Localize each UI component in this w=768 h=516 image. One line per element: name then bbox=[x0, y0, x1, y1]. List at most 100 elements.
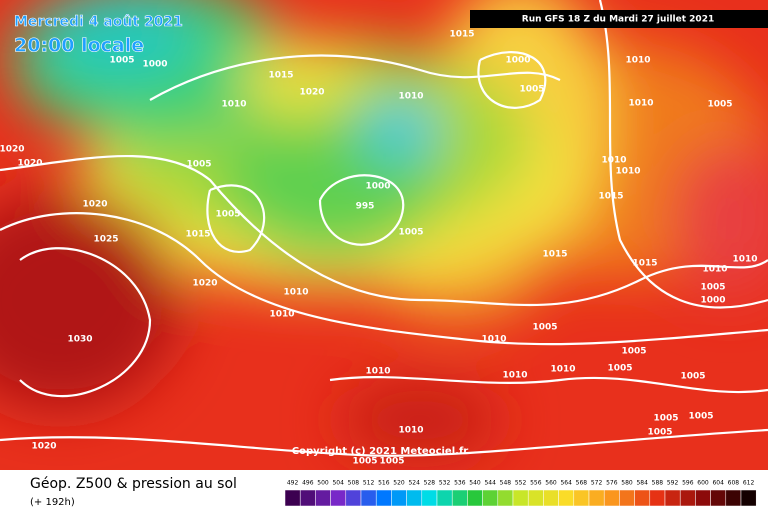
scale-label: 608 bbox=[728, 480, 740, 487]
isobars bbox=[0, 0, 768, 457]
isobar-label: 1010 bbox=[601, 156, 626, 166]
isobar-label: 1005 bbox=[700, 283, 725, 293]
scale-cell bbox=[284, 489, 301, 507]
scale-label: 532 bbox=[439, 480, 451, 487]
isobar-label: 1025 bbox=[93, 235, 118, 245]
scale-cell bbox=[406, 489, 423, 507]
field bbox=[0, 0, 768, 470]
scale-cell bbox=[543, 489, 559, 507]
isobar-label: 1005 bbox=[532, 323, 557, 333]
isobar-label: 1005 bbox=[379, 457, 404, 467]
scale-cell bbox=[451, 489, 468, 507]
isobar-label: 1010 bbox=[702, 265, 727, 275]
isobar-label: 1015 bbox=[542, 250, 567, 260]
scale-cell bbox=[740, 489, 757, 507]
isobar-label: 1005 bbox=[621, 347, 646, 357]
isobar-label: 1005 bbox=[352, 457, 377, 467]
scale-label: 544 bbox=[484, 480, 496, 487]
scale-cell bbox=[664, 489, 681, 507]
isobar-label: 1010 bbox=[550, 365, 575, 375]
isobar-label: 1015 bbox=[632, 259, 657, 269]
isobar-label: 1010 bbox=[365, 367, 390, 377]
scale-label: 508 bbox=[348, 480, 360, 487]
isobar-label: 1020 bbox=[192, 279, 217, 289]
scale-cell bbox=[634, 489, 651, 507]
scale-label: 524 bbox=[408, 480, 420, 487]
scale-label: 512 bbox=[363, 480, 375, 487]
scale-label: 520 bbox=[393, 480, 405, 487]
scale-label: 560 bbox=[545, 480, 557, 487]
isobar-label: 1000 bbox=[365, 182, 390, 192]
scale-label: 592 bbox=[667, 480, 679, 487]
scale-cell bbox=[695, 489, 711, 507]
scale-label: 548 bbox=[500, 480, 512, 487]
valid-date: Mercredi 4 août 2021 bbox=[14, 14, 183, 30]
scale-cell bbox=[725, 489, 742, 507]
isobar-label: 995 bbox=[356, 202, 375, 212]
isobar-label: 1010 bbox=[628, 99, 653, 109]
scale-cell bbox=[588, 489, 605, 507]
scale-cell bbox=[679, 489, 696, 507]
scale-label: 588 bbox=[652, 480, 664, 487]
isobar-label: 1020 bbox=[82, 200, 107, 210]
isobar-label: 1020 bbox=[31, 442, 56, 452]
isobar-label: 1005 bbox=[398, 228, 423, 238]
isobar-label: 1010 bbox=[283, 288, 308, 298]
scale-cell bbox=[299, 489, 316, 507]
valid-time: 20:00 locale bbox=[14, 35, 144, 57]
scale-label: 540 bbox=[469, 480, 481, 487]
isobar-label: 1005 bbox=[647, 428, 672, 438]
run-info: Run GFS 18 Z du Mardi 27 juillet 2021 bbox=[522, 15, 714, 25]
scale-label: 492 bbox=[287, 480, 299, 487]
run-banner bbox=[470, 10, 768, 28]
isobar-label: 1020 bbox=[0, 145, 25, 155]
scale-label: 584 bbox=[636, 480, 648, 487]
forecast-lead: (+ 192h) bbox=[30, 497, 75, 508]
scale-cell bbox=[558, 489, 575, 507]
scale-cell bbox=[649, 489, 666, 507]
scale-cell bbox=[527, 489, 544, 507]
isobar-label: 1010 bbox=[269, 310, 294, 320]
scale-label: 536 bbox=[454, 480, 466, 487]
scale-cell bbox=[497, 489, 514, 507]
isobar-label: 1005 bbox=[215, 210, 240, 220]
scale-cell bbox=[421, 489, 438, 507]
isobar-label: 1015 bbox=[185, 230, 210, 240]
isobar-label: 1015 bbox=[449, 30, 474, 40]
isobar-label: 1030 bbox=[67, 335, 92, 345]
scale-label: 580 bbox=[621, 480, 633, 487]
scale-cell bbox=[573, 489, 590, 507]
isobar-label: 1005 bbox=[519, 85, 544, 95]
scale-cell bbox=[391, 489, 407, 507]
isobar-label: 1010 bbox=[221, 100, 246, 110]
scale-label: 516 bbox=[378, 480, 390, 487]
isobar-label: 1005 bbox=[688, 412, 713, 422]
scale-cell bbox=[436, 489, 453, 507]
footer-title: Géop. Z500 & pression au sol bbox=[30, 476, 237, 492]
scale-label: 568 bbox=[576, 480, 588, 487]
scale-label: 596 bbox=[682, 480, 694, 487]
scale-cell bbox=[330, 489, 347, 507]
scale-cell bbox=[619, 489, 635, 507]
scale-cell bbox=[360, 489, 377, 507]
scale-label: 564 bbox=[560, 480, 572, 487]
scale-label: 504 bbox=[332, 480, 344, 487]
isobar-label: 1000 bbox=[505, 56, 530, 66]
isobar-label: 1005 bbox=[607, 364, 632, 374]
isobar-label: 1005 bbox=[707, 100, 732, 110]
isobar-label: 1020 bbox=[17, 159, 42, 169]
isobar-label: 1010 bbox=[502, 371, 527, 381]
isobar-label: 1005 bbox=[653, 414, 678, 424]
isobar-label: 1020 bbox=[299, 88, 324, 98]
scale-label: 528 bbox=[424, 480, 436, 487]
scale-label: 576 bbox=[606, 480, 618, 487]
scale-cell bbox=[512, 489, 529, 507]
scale-cell bbox=[375, 489, 392, 507]
scale-label: 500 bbox=[317, 480, 329, 487]
scale-cell bbox=[467, 489, 483, 507]
copyright: Copyright (c) 2021 Meteociel.fr bbox=[292, 446, 469, 457]
isobar-label: 1010 bbox=[398, 426, 423, 436]
scale-cell bbox=[603, 489, 620, 507]
scale-label: 612 bbox=[743, 480, 755, 487]
scale-cell bbox=[482, 489, 499, 507]
